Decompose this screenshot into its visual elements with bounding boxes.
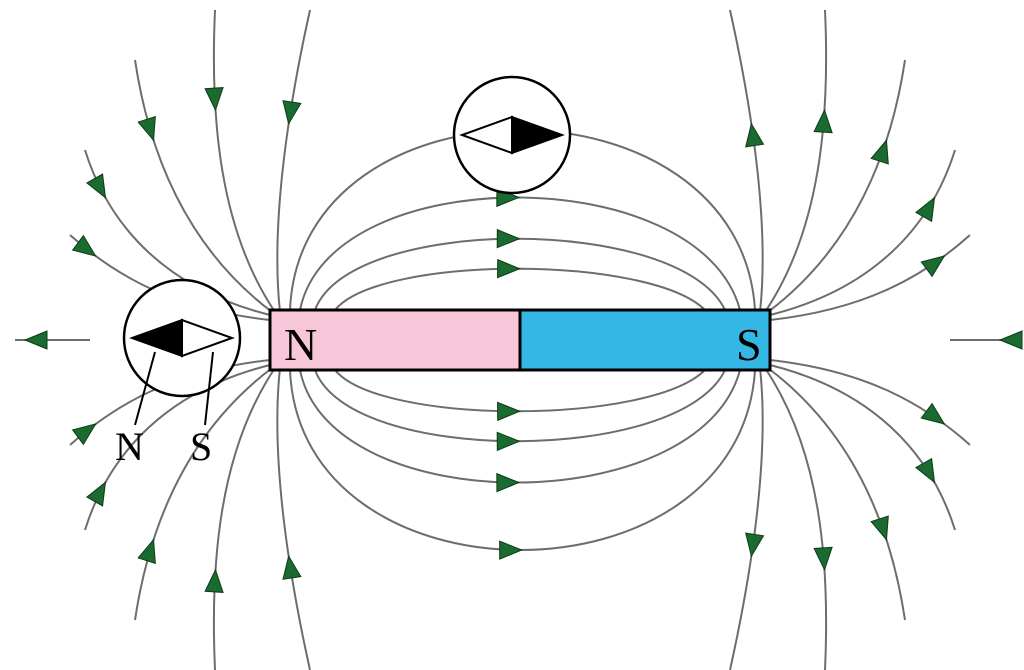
- field-arrow-icon: [280, 555, 301, 579]
- field-arrow-icon: [25, 331, 47, 349]
- field-arrow-icon: [814, 110, 833, 133]
- field-line: [770, 360, 970, 445]
- field-arrow-icon: [871, 137, 895, 163]
- field-arrow-icon: [500, 541, 522, 559]
- field-line: [300, 198, 740, 311]
- compass-top: [454, 77, 570, 193]
- field-arrow-icon: [205, 569, 224, 592]
- field-line: [277, 368, 310, 670]
- field-arrow-icon: [497, 230, 519, 248]
- field-line: [135, 60, 272, 312]
- field-arrow-icon: [498, 402, 520, 420]
- field-line: [335, 269, 705, 310]
- field-arrow-icon: [921, 404, 949, 432]
- field-arrow-icon: [205, 88, 224, 111]
- magnet-south-pole: [520, 310, 770, 370]
- field-arrow-icon: [497, 473, 519, 491]
- field-arrow-icon: [916, 193, 942, 221]
- bar-magnet: NS: [270, 310, 770, 370]
- field-arrow-icon: [916, 459, 942, 487]
- field-line: [300, 370, 740, 483]
- compass-s-label: S: [190, 424, 212, 469]
- field-arrow-icon: [871, 516, 895, 542]
- magnet-south-label: S: [736, 319, 762, 370]
- field-arrow-icon: [921, 249, 949, 277]
- field-arrow-icon: [742, 533, 763, 557]
- field-arrow-icon: [498, 260, 520, 278]
- magnet-field-diagram: NSNS: [0, 0, 1024, 670]
- field-arrow-icon: [138, 537, 162, 563]
- field-line: [315, 239, 725, 310]
- field-line: [770, 235, 970, 320]
- field-line: [770, 365, 955, 530]
- field-line: [770, 150, 955, 315]
- field-line: [335, 370, 705, 411]
- field-line: [315, 370, 725, 441]
- field-arrow-icon: [497, 432, 519, 450]
- field-arrow-icon: [1000, 331, 1022, 349]
- compass-n-label: N: [115, 424, 144, 469]
- field-line: [135, 368, 272, 620]
- field-line: [277, 10, 310, 312]
- field-line: [290, 370, 755, 550]
- field-arrow-icon: [87, 478, 113, 506]
- field-arrow-icon: [742, 122, 763, 146]
- field-arrow-icon: [138, 117, 162, 143]
- field-arrow-icon: [280, 101, 301, 125]
- magnet-north-label: N: [284, 319, 317, 370]
- compass-left: [124, 280, 240, 396]
- field-line: [768, 60, 905, 312]
- field-arrow-icon: [814, 547, 833, 570]
- field-line: [768, 368, 905, 620]
- field-arrow-icon: [87, 174, 113, 202]
